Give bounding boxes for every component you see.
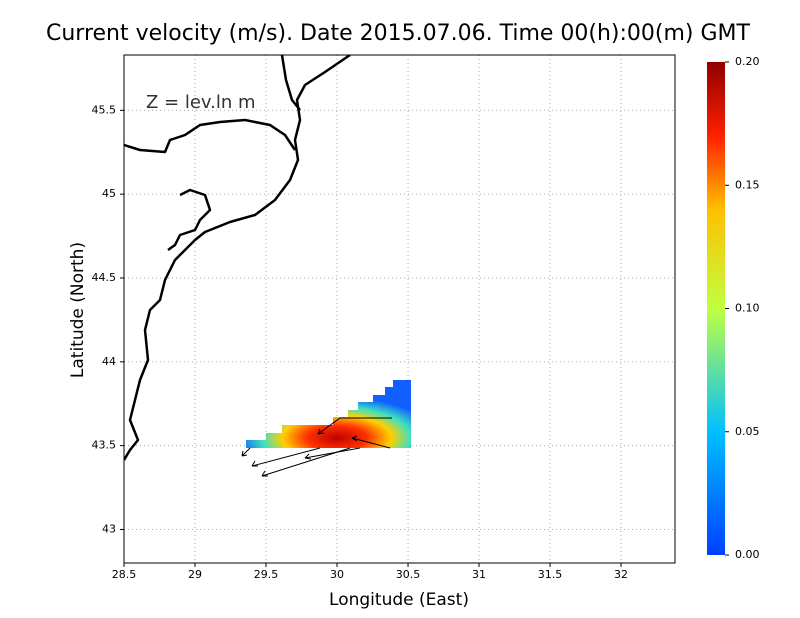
x-tick-label: 29.5 bbox=[254, 568, 279, 581]
coastline bbox=[124, 55, 351, 461]
colorbar-tick-label: 0.00 bbox=[735, 548, 760, 561]
colorbar-tick-label: 0.10 bbox=[735, 302, 760, 315]
map-layer bbox=[124, 55, 411, 477]
x-axis-label: Longitude (East) bbox=[329, 590, 469, 610]
plot-frame bbox=[123, 54, 676, 564]
title: Current velocity (m/s). Date 2015.07.06.… bbox=[46, 21, 751, 46]
x-tick-label: 30 bbox=[330, 568, 344, 581]
x-tick-label: 31.5 bbox=[538, 568, 563, 581]
coastline bbox=[280, 55, 301, 111]
y-tick-label: 43.5 bbox=[92, 439, 117, 452]
annotation: Z = lev.ln m bbox=[146, 92, 256, 113]
colorbar-tick-label: 0.05 bbox=[735, 425, 760, 438]
coastline bbox=[167, 188, 212, 252]
colorbar-tick-label: 0.15 bbox=[735, 178, 760, 191]
colorbar-tick-label: 0.20 bbox=[735, 55, 760, 68]
colorbar bbox=[707, 62, 725, 555]
x-tick-label: 28.5 bbox=[112, 568, 137, 581]
y-tick-label: 44 bbox=[102, 355, 116, 368]
coastline bbox=[124, 118, 297, 154]
y-axis-label: Latitude (North) bbox=[68, 242, 88, 378]
x-tick-label: 30.5 bbox=[396, 568, 421, 581]
grid bbox=[123, 55, 675, 563]
y-tick-label: 45 bbox=[102, 187, 116, 200]
y-tick-label: 45.5 bbox=[92, 103, 117, 116]
velocity-arrows bbox=[241, 417, 392, 477]
x-tick-label: 32 bbox=[614, 568, 628, 581]
y-tick-label: 43 bbox=[102, 522, 116, 535]
y-tick-label: 44.5 bbox=[92, 271, 117, 284]
x-tick-label: 31 bbox=[472, 568, 486, 581]
colorbar-ticks: 0.00 0.05 0.10 0.15 0.20 bbox=[725, 55, 760, 561]
velocity-field bbox=[246, 380, 411, 448]
x-tick-label: 29 bbox=[188, 568, 202, 581]
